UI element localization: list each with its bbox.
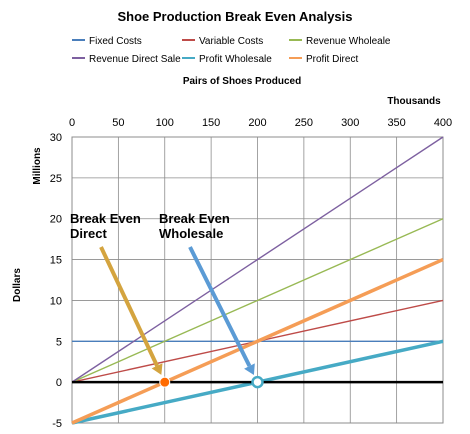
y-axis-ticks: -5 0 5 10 15 20 25 30	[50, 132, 62, 430]
annotation-label: Break Even	[159, 211, 230, 226]
series-lines	[71, 136, 444, 425]
y-axis-units: Millions	[32, 147, 43, 185]
y-tick-label: 15	[50, 255, 62, 267]
annotation-arrowhead	[151, 363, 163, 375]
legend-label-revenue-wholeale: Revenue Wholeale	[306, 36, 391, 47]
legend-label-fixed-costs: Fixed Costs	[89, 36, 142, 47]
x-axis-units: Thousands	[387, 96, 441, 107]
annotation-arrow	[99, 246, 159, 367]
chart-title: Shoe Production Break Even Analysis	[117, 9, 352, 24]
x-tick-label: 100	[156, 117, 174, 129]
break-even-point-marker	[251, 375, 264, 389]
series-line-revenue-direct-sale	[71, 136, 444, 383]
y-tick-label: 30	[50, 132, 62, 144]
x-tick-label: 200	[248, 117, 266, 129]
annotation-label: Direct	[70, 226, 108, 241]
y-tick-label: -5	[52, 418, 62, 430]
x-tick-label: 250	[295, 117, 313, 129]
y-tick-label: 0	[56, 377, 62, 389]
legend-label-revenue-direct-sale: Revenue Direct Sale	[89, 54, 181, 65]
legend-label-variable-costs: Variable Costs	[199, 36, 263, 47]
series-line-profit-direct	[71, 257, 444, 425]
annotation-arrowhead	[244, 363, 255, 375]
y-tick-label: 5	[56, 336, 62, 348]
annotation-label: Break Even	[70, 211, 141, 226]
annotation-label: Wholesale	[159, 226, 223, 241]
x-tick-label: 0	[69, 117, 75, 129]
x-tick-label: 150	[202, 117, 220, 129]
y-tick-label: 10	[50, 295, 62, 307]
x-tick-label: 400	[434, 117, 452, 129]
x-axis-label: Pairs of Shoes Produced	[183, 76, 301, 87]
y-axis-label: Dollars	[12, 268, 23, 302]
legend-label-profit-direct: Profit Direct	[306, 54, 358, 65]
break-even-point-marker	[159, 376, 171, 388]
y-tick-label: 20	[50, 214, 62, 226]
x-tick-label: 350	[387, 117, 405, 129]
y-tick-label: 25	[50, 173, 62, 185]
legend-label-profit-wholesale: Profit Wholesale	[199, 54, 272, 65]
annotation-arrow	[188, 246, 252, 367]
x-axis-ticks: 0 50 100 150 200 250 300 350 400	[69, 117, 452, 129]
x-tick-label: 300	[341, 117, 359, 129]
legend: Fixed Costs Variable Costs Revenue Wholeal…	[72, 36, 391, 65]
series-line-revenue-wholeale	[71, 218, 444, 383]
x-tick-label: 50	[112, 117, 124, 129]
